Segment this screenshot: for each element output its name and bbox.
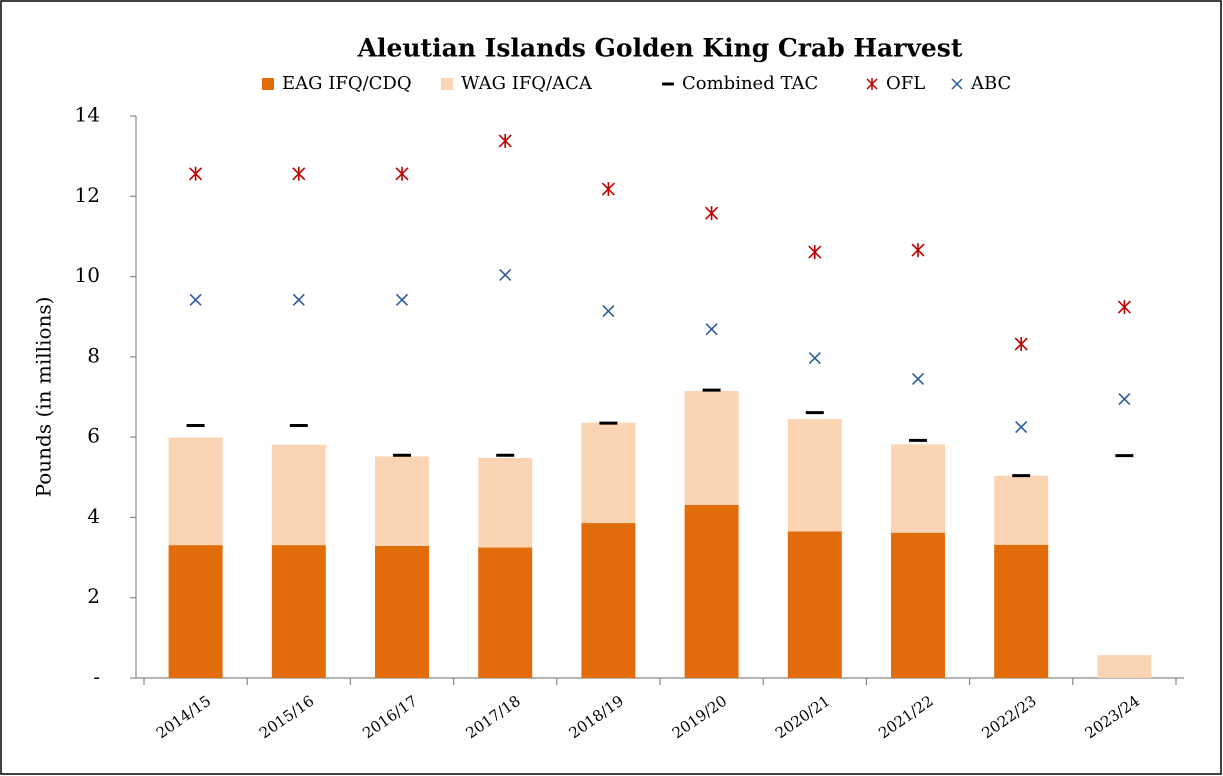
ofl-marker <box>705 206 719 221</box>
bar <box>478 458 533 548</box>
abc-marker <box>705 323 718 336</box>
ofl-marker <box>189 166 203 181</box>
ofl-marker <box>601 182 615 197</box>
ofl-marker <box>395 166 409 181</box>
legend-swatch <box>951 78 963 90</box>
abc-marker <box>189 293 202 306</box>
bar <box>994 544 1049 678</box>
bar <box>581 523 636 678</box>
bar <box>271 444 326 546</box>
bar <box>787 531 842 678</box>
abc-marker <box>395 293 409 306</box>
abc-marker <box>911 372 925 386</box>
abc-marker <box>1118 392 1131 406</box>
bar <box>375 545 429 678</box>
y-tick-label: 2 <box>87 584 100 608</box>
legend-label: ABC <box>970 73 1011 94</box>
legend-swatch <box>866 78 878 90</box>
y-tick-label: 6 <box>87 424 100 448</box>
bar <box>684 504 739 678</box>
y-tick-label: 10 <box>75 263 100 287</box>
legend-swatch <box>262 78 274 90</box>
bar <box>478 547 533 678</box>
bar <box>168 545 223 678</box>
abc-marker <box>1015 421 1028 434</box>
bar <box>375 456 429 546</box>
y-tick-label: - <box>93 665 100 689</box>
abc-marker <box>499 268 512 282</box>
y-tick-label: 8 <box>87 343 100 367</box>
abc-marker <box>808 351 821 365</box>
bar <box>168 437 223 546</box>
bar <box>891 532 945 678</box>
bar <box>787 419 842 532</box>
bar <box>994 475 1049 545</box>
bar <box>684 390 739 505</box>
legend-label: EAG IFQ/CDQ <box>282 73 412 94</box>
bar <box>891 444 945 533</box>
ofl-marker <box>1117 300 1131 315</box>
legend-label: Combined TAC <box>682 73 818 94</box>
legend-label: WAG IFQ/ACA <box>461 73 593 94</box>
abc-marker <box>602 305 615 318</box>
chart-title: Aleutian Islands Golden King Crab Harves… <box>357 34 963 63</box>
bar <box>581 422 636 524</box>
ofl-marker <box>292 166 306 181</box>
bar <box>1097 655 1152 678</box>
ofl-marker <box>498 133 512 148</box>
legend-label: OFL <box>886 73 925 94</box>
y-tick-label: 4 <box>87 504 100 528</box>
ofl-marker <box>808 245 822 260</box>
ofl-marker <box>911 243 925 258</box>
abc-marker <box>292 293 305 306</box>
y-tick-label: 12 <box>75 183 100 207</box>
y-tick-label: 14 <box>75 103 100 127</box>
legend-swatch <box>441 78 453 90</box>
bar <box>271 545 326 678</box>
ofl-marker <box>1014 337 1028 352</box>
y-axis-label: Pounds (in millions) <box>32 297 56 498</box>
